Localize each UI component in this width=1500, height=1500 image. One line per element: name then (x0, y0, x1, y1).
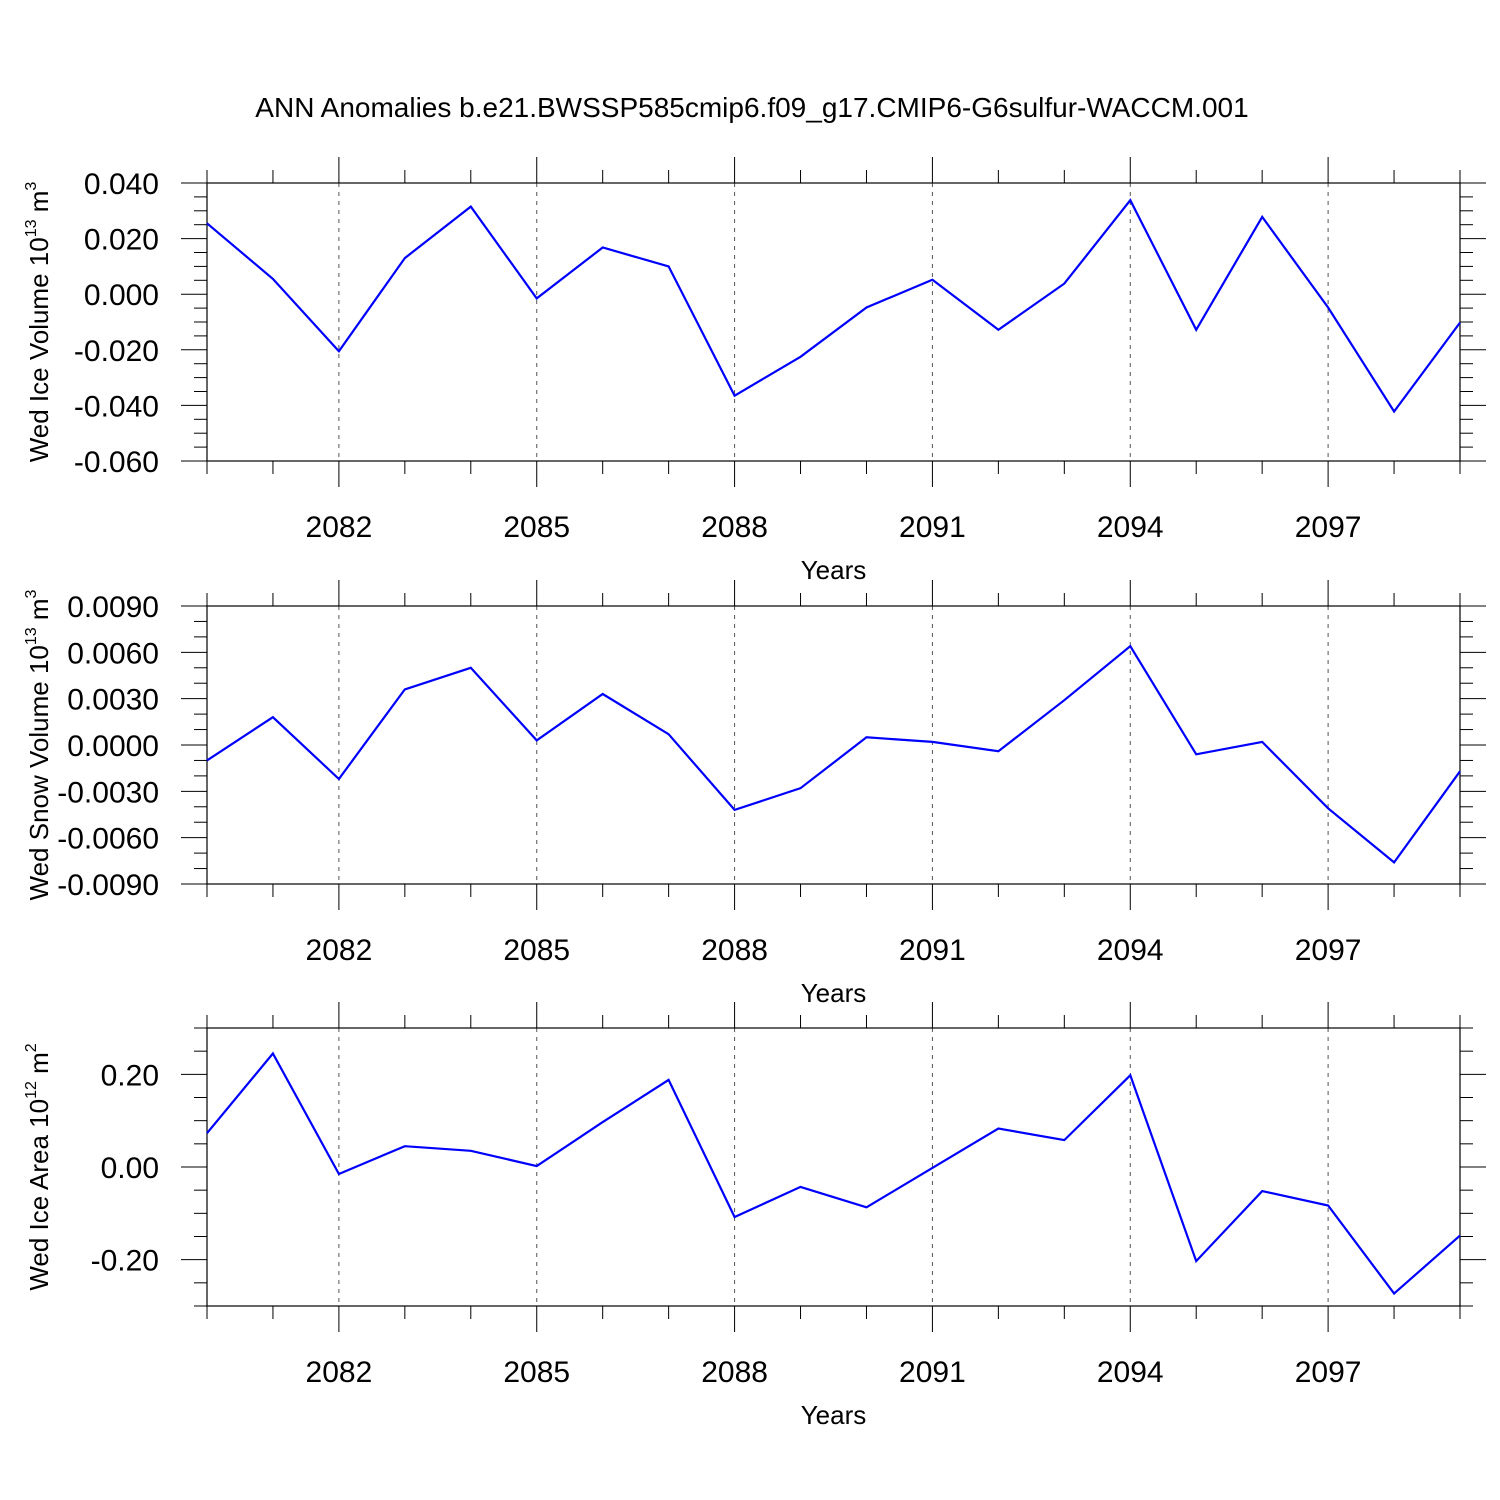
series-line (206, 1051, 1461, 1296)
plot-frame (206, 605, 1461, 885)
x-tick-label: 2091 (899, 511, 966, 544)
x-tick-label: 2088 (701, 1356, 768, 1389)
y-axis-title-unit-exponent: 3 (23, 182, 40, 191)
x-tick-label: 2082 (306, 934, 373, 967)
x-tick-label: 2094 (1097, 1356, 1164, 1389)
x-tick-label: 2082 (306, 1356, 373, 1389)
x-tick-label: 2088 (701, 934, 768, 967)
y-axis-title-unit: m (24, 598, 54, 627)
x-tick-label: 2082 (306, 511, 373, 544)
x-tick-label: 2085 (503, 934, 570, 967)
y-tick-label: 0.020 (84, 224, 159, 257)
chart-title-text: ANN Anomalies b.e21.BWSSP585cmip6.f09_g1… (255, 92, 1249, 123)
y-tick-label: 0.0090 (67, 591, 159, 624)
y-axis-title-exponent: 13 (23, 627, 40, 645)
plot-frame (206, 1027, 1461, 1307)
page-title: ANN Anomalies b.e21.BWSSP585cmip6.f09_g1… (0, 92, 1500, 124)
plot-frame (206, 182, 1461, 462)
y-axis-title-unit-exponent: 2 (23, 1043, 40, 1052)
y-tick-label: 0.000 (84, 279, 159, 312)
x-tick-label: 2097 (1295, 1356, 1362, 1389)
y-tick-label: 0.0060 (67, 637, 159, 670)
panel-snow-volume: -0.0090 -0.0060 -0.0030 0.0000 0.0030 0.0060 0… (23, 580, 1486, 1008)
x-axis-title: Years (801, 1400, 867, 1430)
y-tick-label: 0.0000 (67, 730, 159, 763)
series-line (206, 198, 1461, 414)
x-tick-label: 2091 (899, 934, 966, 967)
y-axis-title-unit: m (24, 191, 54, 220)
x-tick-label: 2091 (899, 1356, 966, 1389)
y-axis-title-exponent: 13 (23, 219, 40, 237)
x-tick-label: 2094 (1097, 511, 1164, 544)
panel-ice-volume: -0.060 -0.040 -0.020 0.000 0.020 0.040 2082 208… (23, 157, 1486, 585)
panel-ice-area: -0.20 0.00 0.20 2082 2085 2088 2091 2094 2097 Yea… (23, 1002, 1486, 1430)
x-tick-label: 2085 (503, 1356, 570, 1389)
x-tick-label: 2097 (1295, 511, 1362, 544)
y-tick-label: -0.0060 (57, 823, 159, 856)
x-tick-label: 2097 (1295, 934, 1362, 967)
y-axis-title-main: Wed Snow Volume 10 (24, 645, 54, 900)
y-tick-label: -0.20 (91, 1245, 159, 1278)
y-axis-title: Wed Snow Volume 1013 m3 (23, 589, 54, 900)
y-axis-title: Wed Ice Volume 1013 m3 (23, 182, 54, 463)
x-axis-title: Years (801, 555, 867, 585)
y-tick-label: 0.040 (84, 168, 159, 201)
y-tick-label: 0.20 (101, 1059, 159, 1092)
y-axis-title-main: Wed Ice Area 10 (24, 1099, 54, 1291)
y-tick-label: -0.0030 (57, 776, 159, 809)
x-axis-title: Years (801, 978, 867, 1008)
y-tick-label: -0.040 (74, 390, 159, 423)
y-tick-label: 0.0030 (67, 684, 159, 717)
x-tick-label: 2094 (1097, 934, 1164, 967)
y-tick-label: -0.0090 (57, 869, 159, 902)
y-axis-title-unit-exponent: 3 (23, 589, 40, 598)
x-tick-label: 2085 (503, 511, 570, 544)
x-tick-label: 2088 (701, 511, 768, 544)
y-axis-title-unit: m (24, 1052, 54, 1081)
y-axis-title-exponent: 12 (23, 1081, 40, 1099)
y-tick-label: -0.060 (74, 446, 159, 479)
y-tick-label: 0.00 (101, 1152, 159, 1185)
y-axis-title-main: Wed Ice Volume 10 (24, 237, 54, 462)
series-line (206, 644, 1461, 864)
y-axis-title: Wed Ice Area 1012 m2 (23, 1043, 54, 1290)
y-tick-label: -0.020 (74, 335, 159, 368)
